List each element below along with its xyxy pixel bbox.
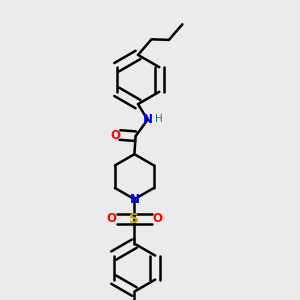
Text: O: O	[152, 212, 162, 225]
Text: O: O	[106, 212, 117, 225]
Text: O: O	[110, 128, 120, 142]
Text: N: N	[129, 193, 140, 206]
Text: S: S	[129, 212, 140, 226]
Text: N: N	[142, 113, 153, 126]
Text: H: H	[155, 114, 163, 124]
